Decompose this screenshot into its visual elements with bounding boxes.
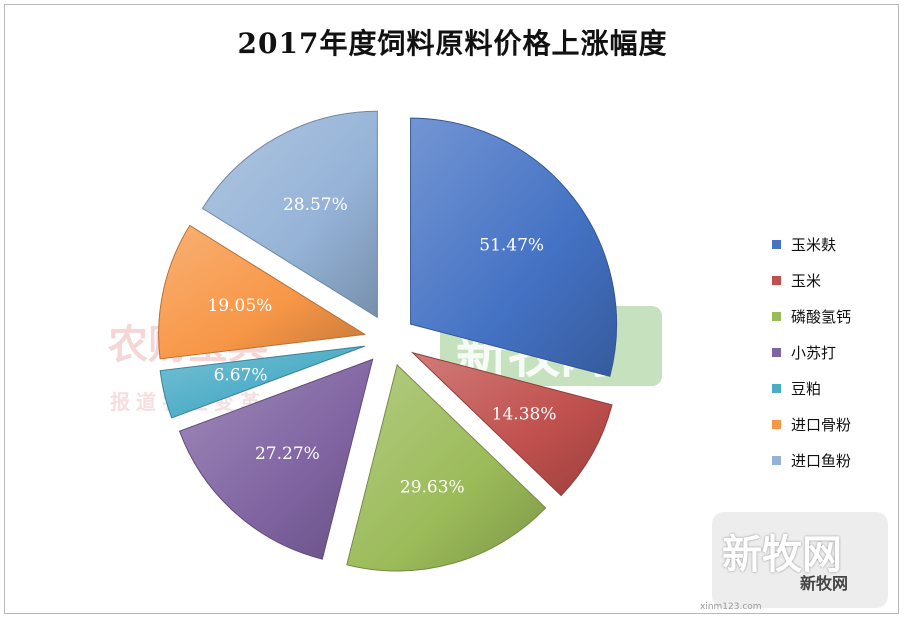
- pie-slice-2: [410, 351, 613, 497]
- pie-slice-6: [158, 224, 367, 360]
- pie-slice-3: [346, 364, 547, 572]
- slice-data-label: 14.38%: [492, 405, 557, 425]
- legend-item: 豆粕: [772, 370, 892, 406]
- slice-data-label: 6.67%: [214, 366, 268, 386]
- chart-legend: 玉米麸玉米磷酸氢钙小苏打豆粕进口骨粉进口鱼粉: [772, 226, 892, 478]
- legend-label: 豆粕: [791, 379, 822, 398]
- legend-item: 玉米: [772, 262, 892, 298]
- legend-swatch: [772, 419, 781, 429]
- legend-swatch: [772, 347, 781, 357]
- watermark-badge: [712, 512, 888, 608]
- legend-label: 玉米麸: [791, 235, 837, 254]
- legend-swatch: [772, 239, 781, 249]
- pie-slice-1: [410, 117, 618, 377]
- slice-data-label: 19.05%: [208, 296, 273, 316]
- slice-data-label: 28.57%: [283, 195, 348, 215]
- legend-label: 进口鱼粉: [791, 451, 852, 470]
- legend-item: 进口鱼粉: [772, 442, 892, 478]
- legend-label: 玉米: [791, 271, 822, 290]
- legend-label: 磷酸氢钙: [791, 307, 852, 326]
- pie-slice-4: [178, 358, 374, 560]
- pie-slice-5: [159, 345, 365, 419]
- legend-item: 玉米麸: [772, 226, 892, 262]
- slice-data-label: 51.47%: [479, 236, 544, 256]
- legend-swatch: [772, 455, 781, 465]
- slice-data-label: 27.27%: [255, 444, 320, 464]
- legend-label: 进口骨粉: [791, 415, 852, 434]
- legend-item: 进口骨粉: [772, 406, 892, 442]
- pie-slice-7: [201, 110, 378, 319]
- legend-item: 磷酸氢钙: [772, 298, 892, 334]
- legend-label: 小苏打: [791, 343, 837, 362]
- legend-swatch: [772, 383, 781, 393]
- chart-title: 2017年度饲料原料价格上涨幅度: [237, 27, 668, 60]
- legend-swatch: [772, 311, 781, 321]
- legend-item: 小苏打: [772, 334, 892, 370]
- legend-swatch: [772, 275, 781, 285]
- slice-data-label: 29.63%: [400, 477, 465, 497]
